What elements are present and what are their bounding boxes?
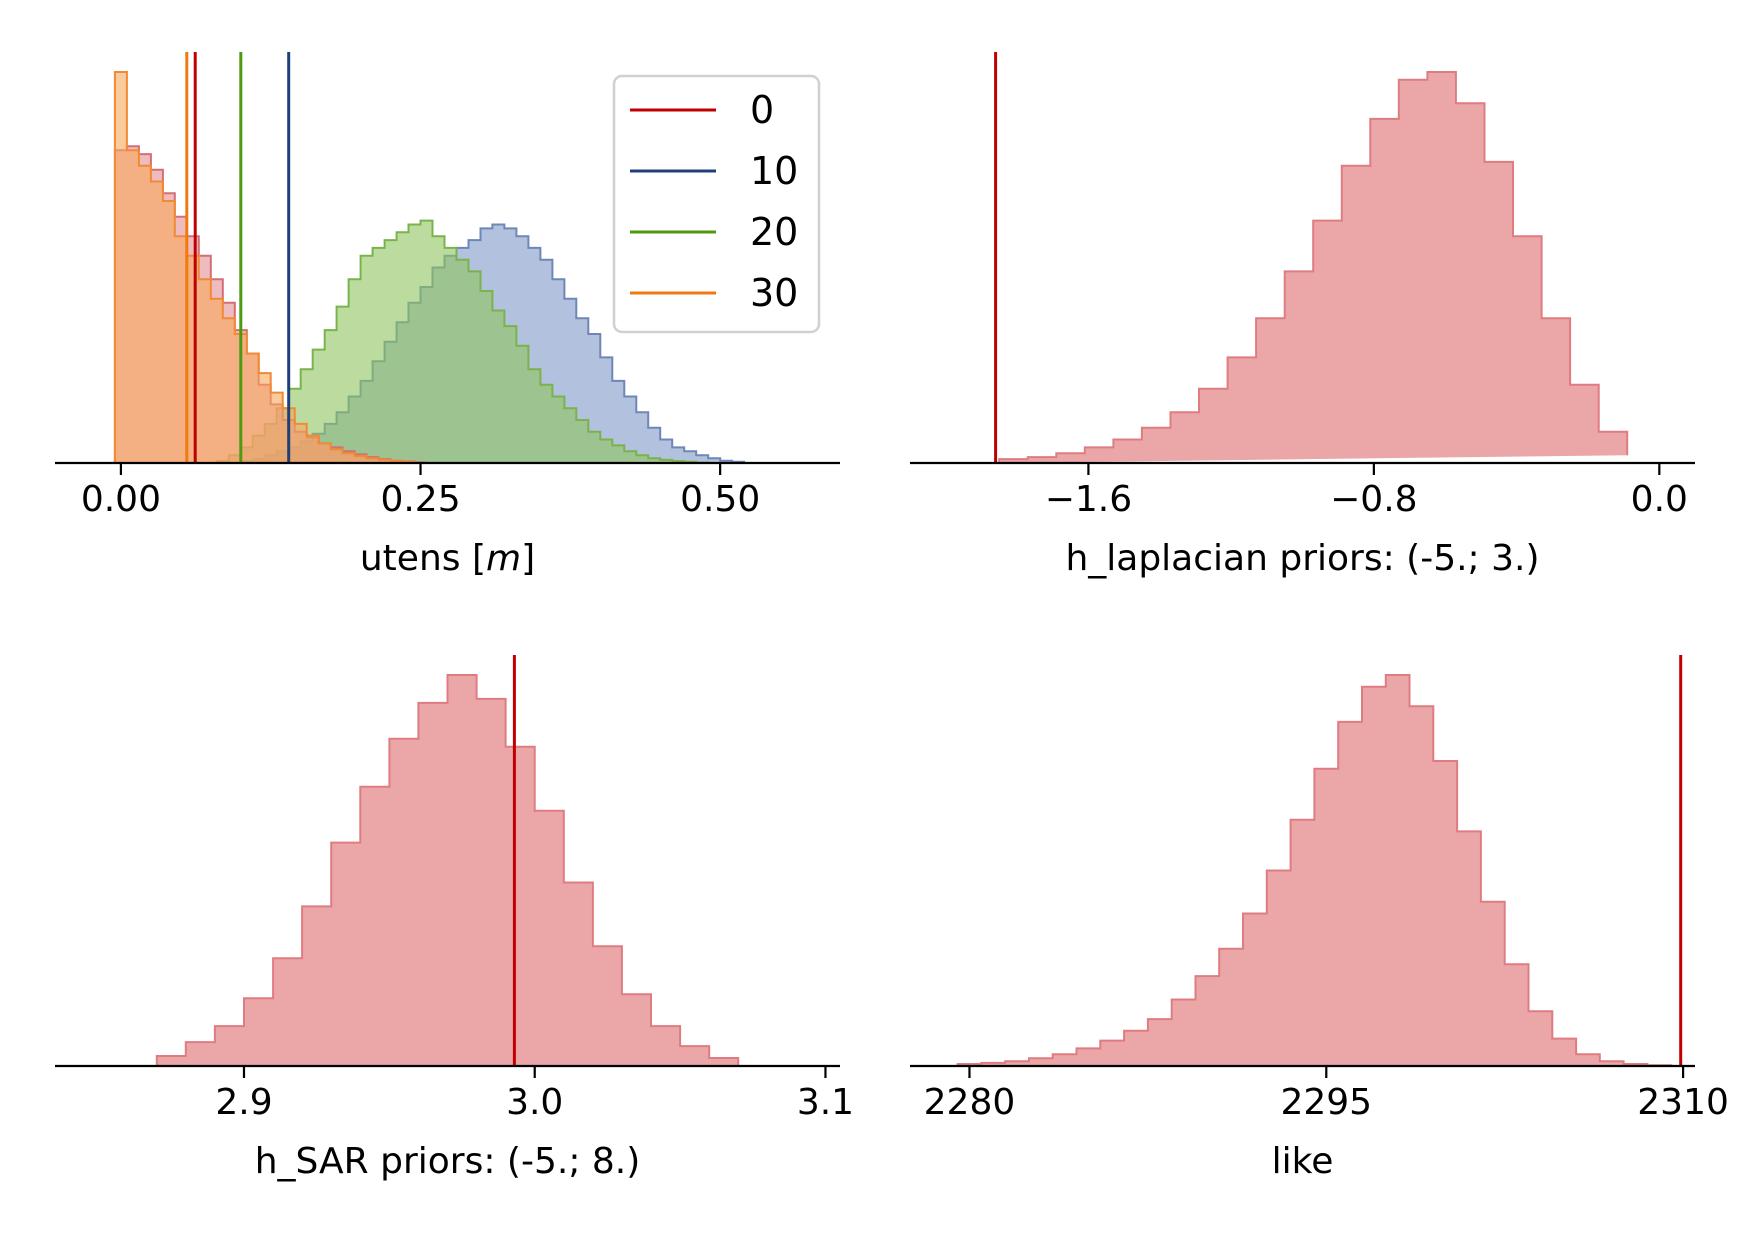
x-tick-label: −1.6 [1045, 479, 1132, 520]
x-axis-label: utens [m] [360, 538, 535, 579]
x-tick-label: 3.1 [797, 1082, 854, 1123]
x-axis-label: h_laplacian priors: (-5.; 3.) [1065, 538, 1539, 579]
x-tick-label: 0.50 [680, 479, 760, 520]
x-tick-label: 0.00 [81, 479, 161, 520]
legend-label-20: 20 [750, 210, 798, 254]
x-tick-label: 0.0 [1631, 479, 1688, 520]
histogram-main [155, 674, 740, 1067]
x-axis-label: h_SAR priors: (-5.; 8.) [255, 1141, 641, 1182]
x-tick-label: 2280 [924, 1082, 1016, 1123]
legend-frame [612, 74, 821, 334]
histogram-30 [113, 71, 428, 464]
legend: 0 10 20 30 [612, 74, 821, 334]
histogram-main [998, 71, 1629, 463]
x-tick-label: 2295 [1280, 1082, 1372, 1123]
legend-label-0: 0 [750, 88, 774, 132]
histogram-main [956, 674, 1673, 1067]
panel-like: 2280 2295 2310 like [910, 655, 1729, 1182]
legend-label-10: 10 [750, 149, 798, 193]
panel-utens: 0.00 0.25 0.50 utens [m] 0 10 20 30 [55, 52, 840, 579]
x-axis-label: like [1272, 1141, 1334, 1182]
x-tick-label: −0.8 [1330, 479, 1417, 520]
histogram-20 [215, 219, 710, 464]
panel-h-laplacian: −1.6 −0.8 0.0 h_laplacian priors: (-5.; 3.) [910, 52, 1695, 579]
x-tick-label: 2310 [1637, 1082, 1729, 1123]
panel-h-sar: 2.9 3.0 3.1 h_SAR priors: (-5.; 8.) [55, 655, 854, 1182]
x-tick-label: 0.25 [380, 479, 460, 520]
x-tick-label: 3.0 [506, 1082, 563, 1123]
legend-label-30: 30 [750, 271, 798, 315]
x-tick-label: 2.9 [215, 1082, 272, 1123]
